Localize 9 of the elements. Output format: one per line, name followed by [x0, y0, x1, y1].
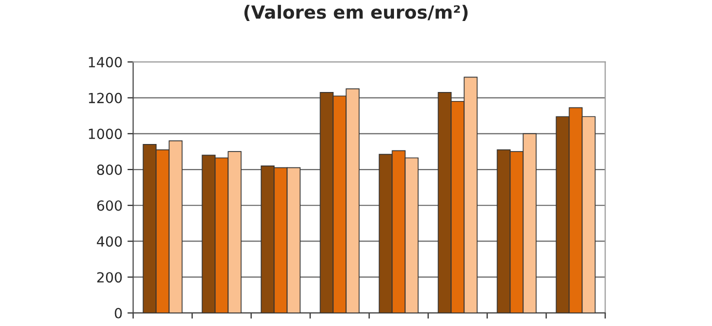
y-tick-label: 800	[97, 164, 122, 175]
y-tick-label: 1200	[88, 92, 122, 104]
y-tick-label: 1000	[88, 128, 122, 140]
y-tick-label: 1400	[88, 56, 122, 68]
chart-title: (Valores em euros/m²)	[244, 4, 468, 21]
y-tick-label: 600	[97, 200, 122, 211]
y-tick-label: 0	[114, 308, 122, 318]
y-tick-label: 200	[97, 272, 122, 283]
y-tick-label: 400	[96, 236, 122, 247]
